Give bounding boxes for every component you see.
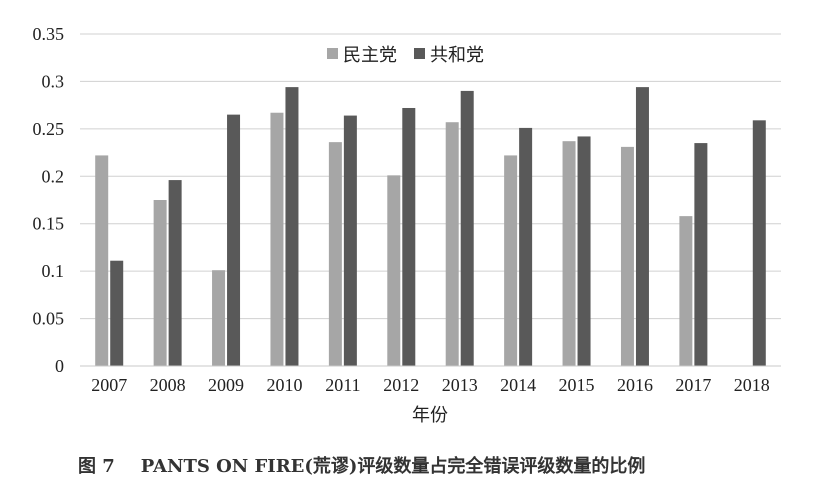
- bar-republican-2008: [168, 180, 182, 366]
- legend-swatch-republican: [414, 48, 425, 59]
- bar-republican-2012: [402, 107, 416, 366]
- bar-republican-2016: [635, 87, 649, 367]
- y-tick-label: 0.1: [42, 261, 65, 281]
- bar-democrat-2011: [328, 142, 342, 366]
- y-tick-label: 0: [55, 356, 64, 376]
- x-tick-label: 2013: [442, 375, 478, 395]
- bar-democrat-2017: [679, 216, 693, 366]
- legend-swatch-democrat: [327, 48, 338, 59]
- bar-democrat-2009: [212, 270, 226, 366]
- bar-democrat-2008: [153, 200, 167, 366]
- legend-label-democrat: 民主党: [343, 45, 397, 66]
- y-tick-label: 0.25: [33, 119, 65, 139]
- x-tick-label: 2014: [500, 375, 536, 395]
- bar-republican-2017: [694, 143, 708, 366]
- x-tick-label: 2007: [91, 375, 127, 395]
- x-tick-label: 2011: [325, 375, 360, 395]
- figure-caption-text: PANTS ON FIRE(荒谬)评级数量占完全错误评级数量的比例: [140, 456, 646, 477]
- bar-democrat-2013: [445, 122, 459, 367]
- x-tick-label: 2016: [617, 375, 653, 395]
- x-tick-label: 2008: [150, 375, 186, 395]
- y-tick-label: 0.35: [33, 24, 65, 44]
- bar-republican-2011: [343, 115, 357, 366]
- figure-number: 图 7: [78, 456, 115, 477]
- bar-republican-2013: [460, 90, 474, 367]
- x-tick-label: 2017: [675, 375, 711, 395]
- x-tick-label: 2018: [734, 375, 770, 395]
- x-tick-label: 2010: [266, 375, 302, 395]
- bar-republican-2015: [577, 136, 591, 366]
- y-tick-label: 0.15: [33, 214, 65, 234]
- bar-democrat-2007: [95, 155, 109, 366]
- legend: 民主党 共和党: [327, 45, 484, 66]
- y-tick-label: 0.2: [42, 166, 65, 186]
- x-axis-title: 年份: [412, 405, 448, 426]
- gridlines: [80, 33, 781, 320]
- y-tick-label: 0.3: [42, 71, 65, 91]
- y-axis-ticks: 0 0.05 0.1 0.15 0.2 0.25 0.3 0.35: [33, 24, 65, 376]
- legend-label-republican: 共和党: [430, 45, 484, 66]
- bar-democrat-2012: [387, 175, 401, 366]
- figure-caption: 图 7 PANTS ON FIRE(荒谬)评级数量占完全错误评级数量的比例: [78, 452, 798, 478]
- bar-republican-2018: [752, 120, 766, 366]
- bar-republican-2007: [110, 260, 124, 366]
- bar-democrat-2015: [562, 141, 576, 366]
- bar-republican-2010: [285, 87, 299, 367]
- bars: [95, 87, 766, 367]
- bar-republican-2014: [519, 127, 533, 366]
- x-axis-ticks: 2007 2008 2009 2010 2011 2012 2013 2014 2015 2016…: [91, 375, 770, 395]
- bar-democrat-2010: [270, 112, 284, 366]
- bar-democrat-2014: [504, 155, 518, 366]
- bar-republican-2009: [227, 114, 241, 366]
- y-tick-label: 0.05: [33, 309, 65, 329]
- x-tick-label: 2015: [559, 375, 595, 395]
- x-tick-label: 2012: [383, 375, 419, 395]
- bar-democrat-2016: [620, 146, 634, 366]
- x-tick-label: 2009: [208, 375, 244, 395]
